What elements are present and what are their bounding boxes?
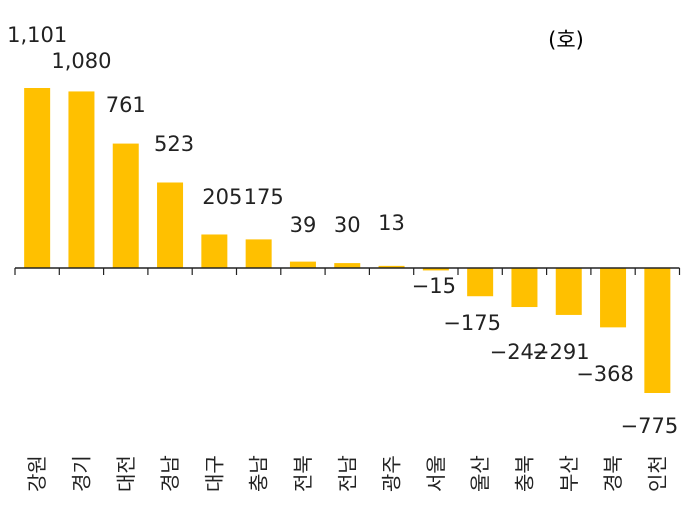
bar-13 [555,268,582,315]
category-label: 울산 [468,455,492,492]
data-label: −291 [532,340,590,364]
data-label: 1,101 [7,23,67,47]
bar-5 [201,234,228,268]
category-label: 서울 [424,455,448,492]
category-label: 경기 [69,455,93,492]
category-label: 충남 [247,455,271,492]
bar-9 [378,265,405,268]
bar-10 [422,268,449,271]
data-label: −175 [443,311,501,335]
category-label: 충북 [512,455,536,492]
data-label: −775 [621,414,679,438]
category-label: 강원 [25,455,49,492]
bar-3 [112,143,139,268]
category-label: 광주 [380,455,404,492]
category-label: 경북 [601,455,625,492]
category-label: 인천 [645,455,669,492]
bar-7 [289,261,316,268]
bar-8 [334,263,361,268]
bar-1 [24,88,51,268]
data-label: 761 [106,93,146,117]
category-label: 전남 [335,455,359,492]
category-label: 대구 [202,455,226,492]
bar-11 [467,268,494,297]
bar-12 [511,268,538,308]
category-label: 전북 [291,455,315,492]
data-label: 523 [154,132,194,156]
bar-6 [245,239,272,268]
category-label: 대전 [114,455,138,492]
category-label: 경남 [158,455,182,492]
bar-2 [68,91,95,268]
data-label: 1,080 [51,49,111,73]
unit-label: (호) [548,28,584,52]
data-label: 39 [290,213,317,237]
data-label: 13 [378,211,405,235]
data-label: 175 [244,185,284,209]
bar-4 [157,182,184,268]
data-label: −15 [412,274,456,298]
data-label: −368 [576,362,634,386]
data-label: 30 [334,213,361,237]
data-label: −242 [490,340,548,364]
bar-15 [644,268,671,393]
bar-14 [600,268,627,328]
data-label: 205 [202,185,242,209]
category-label: 부산 [557,455,581,492]
